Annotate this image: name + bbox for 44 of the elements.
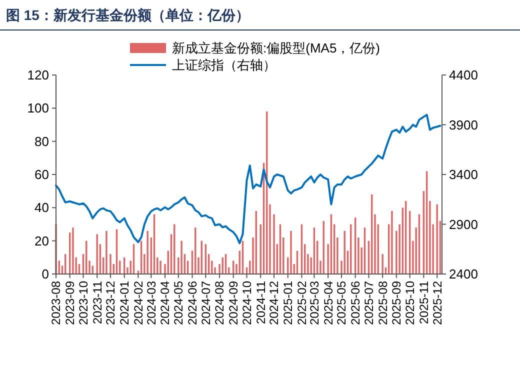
y2-tick-label: 2400 [449,266,478,282]
legend-label: 新成立基金份额:偏股型(MA5，亿份) [172,40,380,56]
x-tick-label: 2024-01 [118,280,132,326]
y-tick-label: 120 [27,68,49,83]
x-tick-label: 2024-09 [226,280,241,326]
x-tick-label: 2025-09 [390,280,404,326]
x-tick-label: 2024-11 [254,280,268,324]
y2-tick-label: 2900 [449,216,478,232]
x-tick-label: 2025-10 [403,280,418,326]
legend-label: 上证综指（右轴） [172,58,276,73]
x-tick-label: 2023-08 [49,280,64,326]
x-tick-label: 2025-07 [362,280,376,326]
y-tick-label: 40 [34,200,49,216]
y-tick-label: 80 [34,134,49,149]
x-tick-label: 2024-06 [185,280,200,326]
x-tick-label: 2024-05 [172,280,186,326]
y-tick-label: 100 [27,100,49,116]
x-tick-label: 2023-10 [76,280,90,326]
x-tick-label: 2023-09 [63,280,78,326]
x-tick-label: 2025-12 [430,280,444,326]
x-tick-label: 2025-11 [416,280,431,324]
x-tick-label: 2025-08 [376,280,390,326]
y2-tick-label: 3900 [449,117,478,132]
x-tick-label: 2025-06 [348,280,363,326]
x-tick-label: 2024-10 [240,280,254,326]
x-tick-label: 2025-05 [334,280,349,326]
y-tick-label: 60 [34,167,49,182]
x-tick-label: 2025-02 [294,280,309,326]
x-tick-label: 2025-04 [321,280,336,326]
x-tick-label: 2025-03 [307,280,322,326]
x-tick-label: 2024-04 [158,280,172,326]
x-tick-label: 2024-03 [144,280,158,326]
y-tick-label: 20 [34,233,49,248]
x-tick-label: 2024-02 [131,280,146,326]
x-tick-label: 2023-12 [104,280,118,326]
x-tick-label: 2024-12 [267,280,282,326]
chart-title: 图 15：新发行基金份额（单位：亿份） [6,7,250,23]
y2-tick-label: 4400 [449,68,478,83]
x-tick-label: 2023-11 [90,280,104,324]
x-tick-label: 2024-07 [198,280,213,326]
x-tick-label: 2025-01 [281,280,296,326]
x-tick-label: 2024-08 [212,280,227,326]
y2-tick-label: 3400 [449,167,478,182]
y-tick-label: 0 [42,266,49,282]
